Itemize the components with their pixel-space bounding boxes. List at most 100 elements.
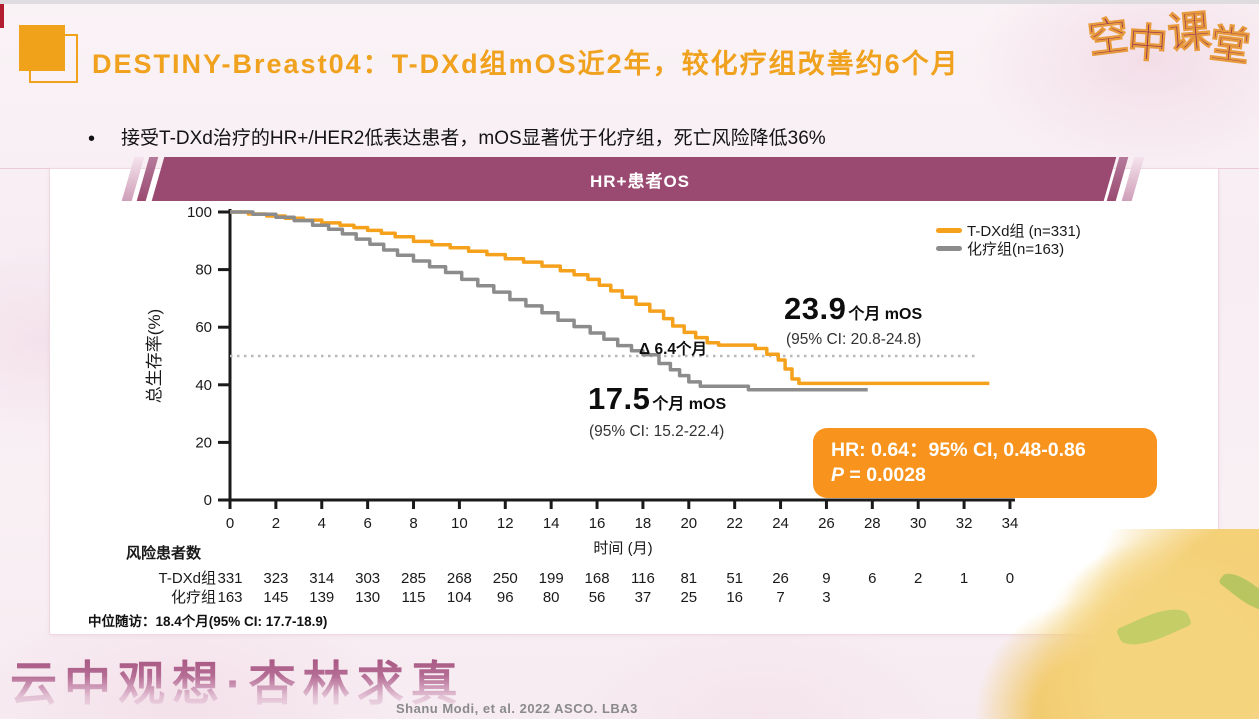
chemo-mos-annotation: 17.5 个月 mOS [588, 381, 726, 417]
risk-value: 285 [401, 570, 426, 587]
y-tick-label: 80 [195, 262, 212, 279]
x-tick-label: 32 [956, 515, 973, 532]
watermark-text: 云中观想·杏林求真 [10, 645, 465, 714]
top-hairline [0, 0, 1259, 4]
risk-value: 115 [402, 589, 426, 606]
risk-value: 26 [772, 570, 789, 587]
logo-char: 课 [1165, 7, 1213, 60]
delta-annotation: Δ 6.4个月 [639, 341, 707, 358]
risk-value: 250 [493, 570, 518, 587]
y-tick-label: 0 [204, 492, 212, 509]
x-tick-label: 30 [910, 515, 927, 532]
risk-value: 331 [217, 570, 242, 587]
risk-value: 1 [960, 570, 968, 587]
chemo-mos-ci: (95% CI: 15.2-22.4) [589, 423, 725, 440]
title-square-icon [19, 25, 78, 83]
risk-value: 9 [822, 570, 830, 587]
risk-value: 3 [822, 589, 830, 606]
km-curve [230, 210, 990, 386]
tdxd-mos-value: 23.9 [784, 291, 847, 326]
risk-value: 139 [309, 589, 334, 606]
risk-value: 163 [217, 589, 242, 606]
bullet-row: • 接受T-DXd治疗的HR+/HER2低表达患者，mOS显著优于化疗组，死亡风… [88, 126, 1188, 152]
bullet-text: 接受T-DXd治疗的HR+/HER2低表达患者，mOS显著优于化疗组，死亡风险降… [121, 128, 826, 149]
x-tick-label: 4 [318, 515, 326, 532]
chemo-mos-unit: 个月 mOS [652, 396, 727, 413]
x-tick-label: 34 [1002, 515, 1019, 532]
risk-value: 6 [868, 570, 876, 587]
x-tick-label: 12 [497, 515, 514, 532]
risk-value: 130 [355, 589, 380, 606]
legend-swatch-icon [936, 245, 962, 251]
x-tick-label: 22 [726, 515, 743, 532]
risk-value: 16 [726, 589, 743, 606]
risk-value: 268 [447, 570, 472, 587]
logo-char: 堂 [1207, 21, 1253, 71]
risk-value: 0 [1006, 570, 1014, 587]
x-tick-label: 20 [680, 515, 697, 532]
bullet-marker: • [88, 128, 96, 150]
x-tick-label: 8 [409, 515, 417, 532]
page-title: DESTINY-Breast04：T-DXd组mOS近2年，较化疗组改善约6个月 [92, 49, 960, 79]
x-tick-label: 24 [772, 515, 789, 532]
tdxd-mos-ci: (95% CI: 20.8-24.8) [786, 331, 922, 348]
legend-swatch-icon [936, 227, 962, 233]
risk-value: 314 [309, 570, 334, 587]
risk-value: 199 [539, 570, 564, 587]
legend-item: 化疗组(n=163) [936, 239, 1081, 258]
risk-value: 51 [726, 570, 743, 587]
p-value: = 0.0028 [844, 464, 926, 486]
citation-text: Shanu Modi, et al. 2022 ASCO. LBA3 [396, 701, 638, 716]
risk-value: 80 [543, 589, 560, 606]
risk-value: 2 [914, 570, 922, 587]
median-followup-note: 中位随访：18.4个月(95% CI: 17.7-18.9) [88, 614, 328, 629]
x-tick-label: 0 [226, 515, 234, 532]
tdxd-mos-annotation: 23.9 个月 mOS [784, 291, 922, 327]
tdxd-mos-unit: 个月 mOS [848, 306, 923, 323]
chart-legend: T-DXd组 (n=331) 化疗组(n=163) [936, 221, 1081, 258]
y-tick-label: 60 [195, 319, 212, 336]
x-tick-label: 6 [363, 515, 371, 532]
x-axis-title: 时间 (月) [593, 540, 652, 557]
x-tick-label: 18 [635, 515, 652, 532]
x-tick-label: 10 [451, 515, 468, 532]
y-tick-label: 20 [195, 434, 212, 451]
kongzhong-ketang-logo: 空中课堂 [1081, 7, 1253, 71]
y-tick-label: 40 [195, 377, 212, 394]
x-tick-label: 16 [589, 515, 606, 532]
legend-item: T-DXd组 (n=331) [936, 221, 1081, 240]
risk-value: 104 [447, 589, 472, 606]
p-symbol: P [831, 464, 845, 486]
km-curve [230, 210, 868, 392]
chemo-mos-value: 17.5 [588, 381, 651, 416]
x-tick-label: 14 [543, 515, 560, 532]
risk-row-label: T-DXd组 [158, 570, 216, 587]
y-tick-label: 100 [187, 204, 212, 221]
risk-value: 303 [355, 570, 380, 587]
hr-line2: P = 0.0028 [831, 463, 1139, 488]
corner-accent-bar [0, 4, 4, 28]
hr-line1: HR: 0.64：95% CI, 0.48-0.86 [831, 439, 1086, 461]
risk-value: 323 [263, 570, 288, 587]
risk-table-header: 风险患者数 [126, 544, 202, 562]
chart-banner: HR+患者OS [120, 157, 1160, 201]
x-tick-label: 26 [818, 515, 835, 532]
banner-title: HR+患者OS [589, 171, 691, 191]
leaf-icon [1217, 566, 1259, 618]
risk-value: 96 [497, 589, 514, 606]
risk-row-label: 化疗组 [171, 589, 216, 606]
risk-value: 25 [680, 589, 697, 606]
risk-value: 168 [585, 570, 610, 587]
risk-value: 56 [589, 589, 606, 606]
risk-value: 81 [680, 570, 697, 587]
risk-value: 116 [631, 570, 655, 587]
x-tick-label: 28 [864, 515, 881, 532]
risk-value: 37 [635, 589, 652, 606]
x-tick-label: 2 [272, 515, 280, 532]
square-fill-icon [19, 25, 65, 71]
y-axis-title: 总生存率(%) [145, 309, 164, 403]
legend-label: 化疗组(n=163) [967, 240, 1065, 258]
risk-value: 145 [263, 589, 288, 606]
